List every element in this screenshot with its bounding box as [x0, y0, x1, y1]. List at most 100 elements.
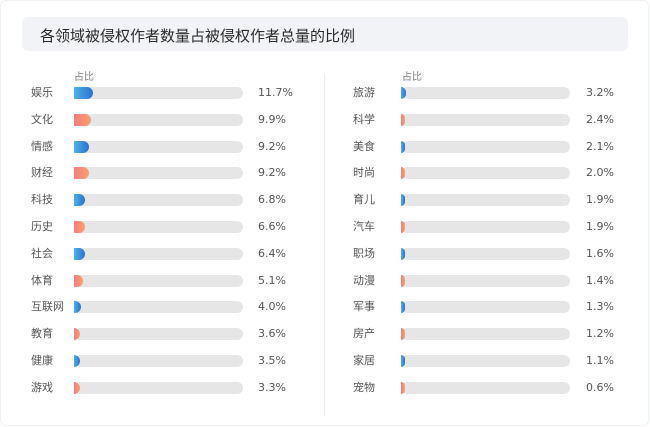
category-label: 游戏	[31, 381, 53, 394]
value-label: 1.4%	[586, 274, 614, 287]
bar-track	[74, 141, 243, 153]
value-label: 2.0%	[586, 166, 614, 179]
chart-title: 各领域被侵权作者数量占被侵权作者总量的比例	[40, 27, 356, 45]
bar-track	[401, 275, 570, 287]
category-label: 时尚	[353, 166, 375, 179]
bar-row: 互联网 4.0%	[0, 300, 650, 314]
bar-track	[401, 167, 570, 179]
category-label: 文化	[31, 113, 53, 126]
bar-fill	[74, 355, 80, 367]
value-label: 9.9%	[258, 113, 286, 126]
value-label: 11.7%	[258, 86, 293, 99]
bar-fill	[74, 248, 85, 260]
value-label: 6.6%	[258, 220, 286, 233]
title-bar: 各领域被侵权作者数量占被侵权作者总量的比例	[22, 17, 628, 51]
bar-fill	[401, 87, 406, 99]
bar-row: 科学 2.4%	[0, 113, 650, 127]
bar-track	[74, 382, 243, 394]
category-label: 动漫	[353, 274, 375, 287]
bar-fill	[74, 114, 91, 126]
bar-fill	[74, 194, 85, 206]
category-label: 教育	[31, 327, 53, 340]
bar-fill	[401, 355, 405, 367]
left-column-header: 占比	[74, 72, 94, 83]
bar-track	[401, 328, 570, 340]
bar-track	[401, 355, 570, 367]
bar-row: 军事 1.3%	[0, 300, 650, 314]
bar-fill	[401, 382, 405, 394]
bar-fill	[74, 87, 93, 99]
bar-row: 历史 6.6%	[0, 220, 650, 234]
value-label: 1.2%	[586, 327, 614, 340]
bar-fill	[74, 328, 80, 340]
category-label: 娱乐	[31, 86, 53, 99]
value-label: 1.6%	[586, 247, 614, 260]
bar-fill	[401, 114, 405, 126]
bar-track	[74, 221, 243, 233]
category-label: 情感	[31, 140, 53, 153]
bar-fill	[74, 301, 81, 313]
bar-row: 育儿 1.9%	[0, 193, 650, 207]
bar-track	[74, 355, 243, 367]
bar-fill	[401, 275, 405, 287]
bar-row: 旅游 3.2%	[0, 86, 650, 100]
bar-row: 时尚 2.0%	[0, 166, 650, 180]
category-label: 财经	[31, 166, 53, 179]
value-label: 3.6%	[258, 327, 286, 340]
value-label: 6.8%	[258, 193, 286, 206]
category-label: 美食	[353, 140, 375, 153]
value-label: 3.3%	[258, 381, 286, 394]
category-label: 育儿	[353, 193, 375, 206]
value-label: 3.5%	[258, 354, 286, 367]
value-label: 1.3%	[586, 300, 614, 313]
bar-fill	[401, 194, 405, 206]
category-label: 家居	[353, 354, 375, 367]
bar-track	[74, 275, 243, 287]
bar-track	[74, 114, 243, 126]
bar-track	[401, 141, 570, 153]
bar-row: 教育 3.6%	[0, 327, 650, 341]
category-label: 社会	[31, 247, 53, 260]
value-label: 3.2%	[586, 86, 614, 99]
bar-fill	[74, 221, 85, 233]
value-label: 1.1%	[586, 354, 614, 367]
value-label: 1.9%	[586, 193, 614, 206]
bar-track	[74, 167, 243, 179]
bar-row: 科技 6.8%	[0, 193, 650, 207]
bar-row: 社会 6.4%	[0, 247, 650, 261]
bar-row: 游戏 3.3%	[0, 381, 650, 395]
bar-track	[74, 194, 243, 206]
category-label: 历史	[31, 220, 53, 233]
bar-row: 房产 1.2%	[0, 327, 650, 341]
category-label: 体育	[31, 274, 53, 287]
bar-row: 汽车 1.9%	[0, 220, 650, 234]
bar-track	[74, 328, 243, 340]
bar-row: 健康 3.5%	[0, 354, 650, 368]
bar-track	[401, 114, 570, 126]
category-label: 科学	[353, 113, 375, 126]
value-label: 2.1%	[586, 140, 614, 153]
bar-row: 家居 1.1%	[0, 354, 650, 368]
category-label: 宠物	[353, 381, 375, 394]
category-label: 旅游	[353, 86, 375, 99]
value-label: 6.4%	[258, 247, 286, 260]
bar-row: 情感 9.2%	[0, 140, 650, 154]
category-label: 房产	[353, 327, 375, 340]
bar-track	[401, 87, 570, 99]
bar-fill	[74, 141, 89, 153]
category-label: 军事	[353, 300, 375, 313]
bar-row: 体育 5.1%	[0, 274, 650, 288]
value-label: 1.9%	[586, 220, 614, 233]
value-label: 9.2%	[258, 140, 286, 153]
right-column-header: 占比	[402, 72, 422, 83]
category-label: 科技	[31, 193, 53, 206]
bar-track	[74, 301, 243, 313]
bar-track	[401, 221, 570, 233]
bar-fill	[401, 141, 405, 153]
bar-row: 财经 9.2%	[0, 166, 650, 180]
bar-row: 美食 2.1%	[0, 140, 650, 154]
category-label: 汽车	[353, 220, 375, 233]
bar-track	[74, 87, 243, 99]
value-label: 2.4%	[586, 113, 614, 126]
value-label: 5.1%	[258, 274, 286, 287]
